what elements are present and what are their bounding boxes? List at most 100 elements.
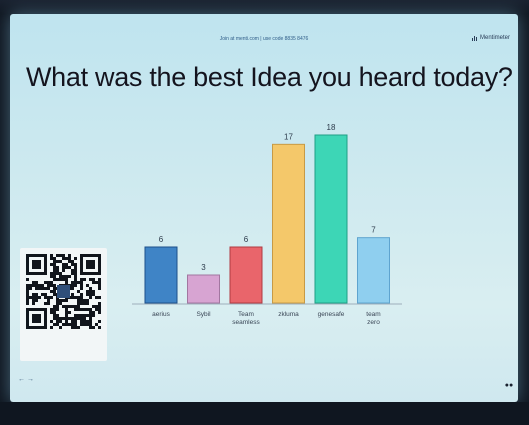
qr-finder-module xyxy=(44,311,47,314)
qr-module xyxy=(83,317,86,320)
qr-finder-module xyxy=(92,260,95,263)
brand-name: Mentimeter xyxy=(479,35,510,42)
qr-module xyxy=(56,308,59,311)
qr-module xyxy=(71,323,74,326)
category-label: aerius xyxy=(152,311,170,318)
presenter-tools-icon[interactable]: ●● xyxy=(504,382,514,389)
qr-module xyxy=(50,257,53,260)
category-label: seamless xyxy=(232,319,260,326)
qr-module xyxy=(77,299,80,302)
presentation-screen: Join at menti.com | use code 8835 8476 M… xyxy=(10,14,518,402)
qr-finder-module xyxy=(44,269,47,272)
qr-module xyxy=(98,320,101,323)
bezel-top xyxy=(0,0,529,14)
qr-finder-module xyxy=(92,266,95,269)
qr-finder-module xyxy=(44,308,47,311)
qr-module xyxy=(29,287,32,290)
qr-finder-module xyxy=(26,323,29,326)
qr-module xyxy=(26,296,29,299)
bar-value-label: 17 xyxy=(284,132,293,141)
qr-module xyxy=(59,260,62,263)
qr-module xyxy=(65,281,68,284)
qr-finder-module xyxy=(44,272,47,275)
qr-finder-module xyxy=(44,263,47,266)
qr-finder-module xyxy=(98,254,101,257)
qr-module xyxy=(56,266,59,269)
qr-module xyxy=(71,269,74,272)
qr-module xyxy=(47,284,50,287)
qr-module xyxy=(62,266,65,269)
qr-module xyxy=(53,269,56,272)
qr-finder-module xyxy=(95,254,98,257)
qr-module xyxy=(68,323,71,326)
qr-module xyxy=(89,317,92,320)
qr-module xyxy=(98,287,101,290)
qr-module xyxy=(56,260,59,263)
qr-finder-module xyxy=(38,254,41,257)
qr-module xyxy=(56,272,59,275)
qr-finder-module xyxy=(41,308,44,311)
qr-module xyxy=(53,260,56,263)
qr-module xyxy=(41,287,44,290)
qr-module xyxy=(77,326,80,329)
qr-module xyxy=(77,305,80,308)
qr-finder-module xyxy=(80,254,83,257)
slide-navigation[interactable]: ← → xyxy=(18,376,34,383)
bar xyxy=(272,143,305,304)
qr-finder-module xyxy=(26,269,29,272)
qr-finder-module xyxy=(41,326,44,329)
qr-module xyxy=(98,326,101,329)
qr-module xyxy=(77,302,80,305)
qr-finder-module xyxy=(26,254,29,257)
qr-module xyxy=(86,308,89,311)
qr-finder-module xyxy=(26,266,29,269)
qr-module xyxy=(65,278,68,281)
qr-module xyxy=(53,290,56,293)
qr-module xyxy=(71,287,74,290)
qr-finder-module xyxy=(38,266,41,269)
qr-finder-module xyxy=(32,317,35,320)
qr-finder-module xyxy=(26,263,29,266)
qr-module xyxy=(89,320,92,323)
qr-module xyxy=(56,302,59,305)
qr-module xyxy=(56,278,59,281)
qr-module xyxy=(89,311,92,314)
qr-finder-module xyxy=(83,254,86,257)
qr-module xyxy=(80,287,83,290)
qr-module xyxy=(32,296,35,299)
qr-module xyxy=(44,296,47,299)
qr-module xyxy=(47,287,50,290)
qr-module xyxy=(74,296,77,299)
qr-module xyxy=(53,275,56,278)
qr-finder-module xyxy=(95,272,98,275)
qr-module xyxy=(89,323,92,326)
qr-module xyxy=(74,320,77,323)
qr-module xyxy=(65,320,68,323)
qr-module xyxy=(35,296,38,299)
qr-module xyxy=(74,269,77,272)
qr-finder-module xyxy=(29,308,32,311)
qr-module xyxy=(80,314,83,317)
bar xyxy=(357,237,390,304)
qr-finder-module xyxy=(32,308,35,311)
qr-module xyxy=(83,302,86,305)
qr-module xyxy=(26,284,29,287)
qr-module xyxy=(50,263,53,266)
qr-finder-module xyxy=(89,272,92,275)
bar-value-label: 6 xyxy=(159,235,164,244)
qr-module xyxy=(74,284,77,287)
qr-module xyxy=(65,257,68,260)
qr-finder-module xyxy=(92,263,95,266)
qr-module xyxy=(50,272,53,275)
qr-module xyxy=(50,281,53,284)
bar xyxy=(314,134,348,304)
qr-module xyxy=(53,323,56,326)
join-instructions: Join at menti.com | use code 8835 8476 xyxy=(219,36,309,42)
qr-module xyxy=(26,293,29,296)
qr-module xyxy=(53,272,56,275)
qr-module xyxy=(44,302,47,305)
qr-module xyxy=(80,302,83,305)
qr-finder-module xyxy=(38,326,41,329)
bar-value-label: 3 xyxy=(201,263,206,272)
qr-module xyxy=(53,257,56,260)
